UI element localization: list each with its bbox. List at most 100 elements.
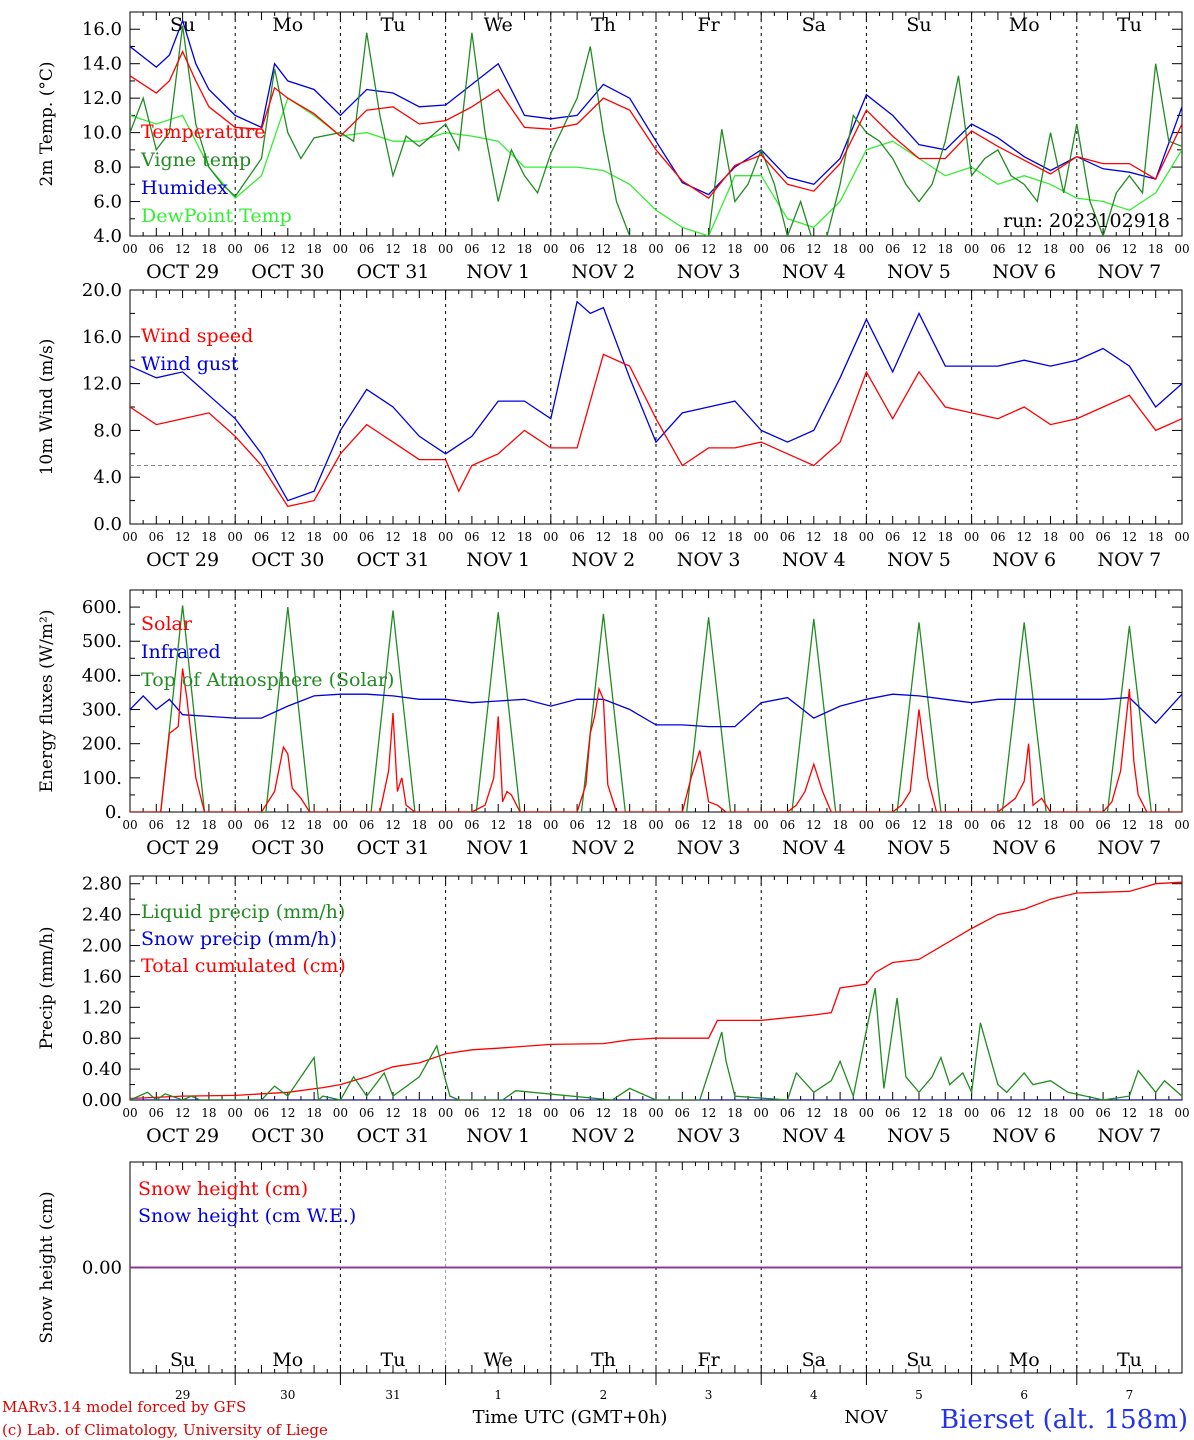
series-total-cumulated-cm [130, 881, 1182, 1100]
hour-tick-label: 00 [333, 818, 348, 832]
hour-tick-label: 00 [438, 530, 453, 544]
hour-tick-label: 06 [254, 242, 269, 256]
date-label: NOV 4 [782, 261, 846, 283]
hour-tick-label: 12 [806, 530, 821, 544]
date-label: OCT 29 [146, 261, 219, 283]
y-tick-label: 20.0 [82, 280, 122, 301]
hour-tick-label: 18 [1043, 818, 1058, 832]
hour-tick-label: 00 [1174, 242, 1189, 256]
y-tick-label: 8.0 [93, 157, 122, 178]
hour-tick-label: 00 [543, 818, 558, 832]
hour-tick-label: 12 [491, 1106, 506, 1120]
hour-tick-label: 06 [675, 530, 690, 544]
hour-tick-label: 18 [517, 530, 532, 544]
date-label: NOV 3 [677, 549, 741, 571]
hour-tick-label: 00 [333, 1106, 348, 1120]
date-label: OCT 31 [356, 1125, 429, 1147]
hour-tick-label: 18 [412, 530, 427, 544]
station-name: Bierset (alt. 158m) [940, 1405, 1188, 1435]
hour-tick-label: 06 [885, 242, 900, 256]
day-name: Mo [1009, 1349, 1040, 1371]
date-label: OCT 30 [251, 837, 324, 859]
hour-tick-label: 06 [149, 530, 164, 544]
y-tick-label: 12.0 [82, 88, 122, 109]
y-tick-label: 16.0 [82, 327, 122, 348]
day-name: Mo [272, 1349, 303, 1371]
day-number: 3 [705, 1388, 713, 1402]
hour-tick-label: 06 [464, 1106, 479, 1120]
hour-tick-label: 06 [464, 818, 479, 832]
hour-tick-label: 06 [359, 1106, 374, 1120]
day-number: 4 [810, 1388, 818, 1402]
date-label: NOV 2 [572, 1125, 636, 1147]
date-label: NOV 4 [782, 549, 846, 571]
hour-tick-label: 18 [1043, 530, 1058, 544]
hour-tick-label: 18 [938, 818, 953, 832]
hour-tick-label: 00 [1174, 1106, 1189, 1120]
day-number: 2 [600, 1388, 608, 1402]
hour-tick-label: 12 [385, 242, 400, 256]
hour-tick-label: 12 [385, 818, 400, 832]
hour-tick-label: 12 [911, 1106, 926, 1120]
day-number: 31 [385, 1388, 400, 1402]
y-axis-label: Snow height (cm) [37, 1191, 57, 1343]
hour-tick-label: 12 [911, 242, 926, 256]
day-number: 30 [280, 1388, 295, 1402]
y-tick-label: 0.40 [82, 1059, 122, 1080]
hour-tick-label: 18 [412, 818, 427, 832]
hour-tick-label: 18 [938, 242, 953, 256]
hour-tick-label: 06 [1095, 242, 1110, 256]
panel-2: 00 06 12 18 OCT 29 00 06 12 18 OCT 30 00 06 12 18 OCT … [37, 280, 1190, 571]
legend-entry: Snow height (cm) [138, 1178, 308, 1200]
hour-tick-label: 06 [675, 1106, 690, 1120]
day-name: Fr [697, 14, 720, 36]
hour-tick-label: 00 [543, 1106, 558, 1120]
hour-tick-label: 18 [201, 818, 216, 832]
date-label: NOV 3 [677, 837, 741, 859]
date-label: OCT 29 [146, 549, 219, 571]
day-name: Mo [272, 14, 303, 36]
legend-entry: Liquid precip (mm/h) [141, 901, 345, 923]
hour-tick-label: 06 [149, 1106, 164, 1120]
y-tick-label: 1.20 [82, 997, 122, 1018]
date-label: NOV 6 [992, 1125, 1056, 1147]
y-axis-label: Energy fluxes (W/m²) [37, 610, 57, 793]
y-tick-label: 0.0 [93, 514, 122, 535]
hour-tick-label: 06 [569, 818, 584, 832]
series-top-of-atmosphere-solar [130, 605, 1182, 812]
series-wind-gust [130, 300, 1182, 502]
hour-tick-label: 00 [122, 1106, 137, 1120]
hour-tick-label: 12 [701, 1106, 716, 1120]
date-label: OCT 30 [251, 549, 324, 571]
hour-tick-label: 00 [1174, 530, 1189, 544]
legend-entry: Humidex [141, 177, 228, 199]
legend-entry: Solar [141, 613, 193, 635]
y-tick-label: 16.0 [82, 19, 122, 40]
hour-tick-label: 18 [412, 1106, 427, 1120]
hour-tick-label: 12 [1122, 242, 1137, 256]
day-name: We [484, 14, 513, 36]
hour-tick-label: 18 [306, 1106, 321, 1120]
hour-tick-label: 00 [1069, 242, 1084, 256]
hour-tick-label: 18 [412, 242, 427, 256]
hour-tick-label: 00 [1069, 818, 1084, 832]
day-name: Su [906, 14, 931, 36]
hour-tick-label: 12 [1017, 242, 1032, 256]
lab-credit: (c) Lab. of Climatology, University of L… [2, 1421, 328, 1439]
hour-tick-label: 06 [254, 530, 269, 544]
day-name: Th [591, 14, 616, 36]
legend-entry: Temperature [141, 121, 265, 143]
y-tick-label: 1.60 [82, 966, 122, 987]
hour-tick-label: 12 [1122, 818, 1137, 832]
hour-tick-label: 18 [1148, 530, 1163, 544]
panel-3: 00 06 12 18 OCT 29 00 06 12 18 OCT 30 00 06 12 18 OCT … [37, 589, 1190, 859]
hour-tick-label: 00 [333, 242, 348, 256]
day-number: 29 [175, 1388, 190, 1402]
hour-tick-label: 06 [359, 242, 374, 256]
hour-tick-label: 06 [990, 242, 1005, 256]
month-label: NOV [844, 1407, 888, 1428]
hour-tick-label: 00 [964, 242, 979, 256]
series-dewpoint-temp [130, 97, 1182, 236]
y-tick-label: 6.0 [93, 192, 122, 213]
legend-entry: Wind speed [141, 325, 253, 347]
